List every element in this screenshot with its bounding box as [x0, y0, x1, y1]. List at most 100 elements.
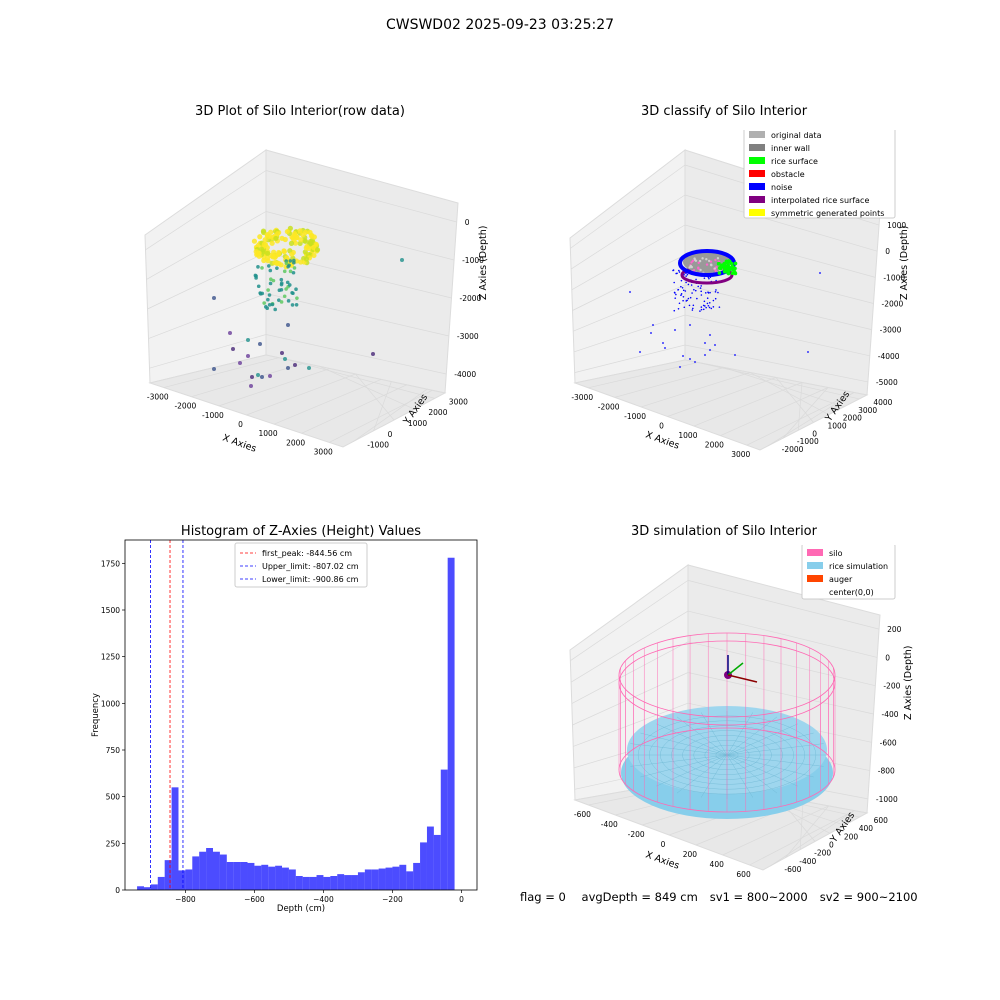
noise-point — [714, 297, 717, 300]
histogram-bar — [330, 876, 338, 890]
x-tick-label: 3000 — [314, 447, 333, 456]
noise-point — [692, 307, 694, 310]
rice-mesh — [726, 716, 778, 756]
grid-x — [667, 377, 777, 417]
y-tick-label: -200 — [814, 849, 831, 858]
noise-point — [678, 271, 681, 273]
noise-point — [704, 342, 706, 344]
noise-point — [691, 309, 694, 311]
grid-x — [301, 384, 407, 434]
grid-z — [147, 252, 267, 310]
noise-point — [683, 306, 686, 309]
rice-mesh — [726, 754, 754, 798]
scatter-point — [303, 256, 310, 262]
scatter-point — [258, 246, 265, 252]
z-tick-label: -4000 — [878, 352, 900, 361]
noise-point — [682, 355, 684, 357]
y-tick-label: -1000 — [797, 437, 819, 446]
x-tick-label: 0 — [659, 422, 664, 431]
histogram-bar — [213, 851, 220, 890]
scatter-point — [269, 240, 275, 246]
x-tick-label: 1000 — [259, 429, 278, 438]
p4-x-ticks: -600 -400 -200 0 200 400 600 — [574, 810, 751, 879]
scatter-point — [279, 281, 284, 285]
original-point — [699, 268, 702, 272]
scatter-point — [260, 266, 264, 270]
footer-sv1: sv1 = 800~2000 — [709, 890, 808, 904]
x-tick-label: 1000 — [678, 431, 697, 440]
scatter-point — [268, 268, 273, 273]
y-tick-label: 0 — [115, 886, 120, 895]
y-tick-label: 3000 — [858, 406, 877, 415]
panel4-title: 3D simulation of Silo Interior — [631, 524, 817, 539]
noise-point — [704, 305, 706, 307]
scatter-point — [253, 273, 258, 278]
grid-x — [191, 362, 305, 398]
scatter-point — [250, 375, 254, 379]
p2-legend: original data inner wall rice surface obsta… — [743, 130, 896, 219]
z-tick-label: -5000 — [876, 378, 898, 387]
noise-point — [685, 275, 687, 277]
rice-surface-point — [723, 267, 728, 272]
p3-legend: first_peak: -844.56 cm Upper_limit: -807.… — [234, 542, 368, 588]
rice-mesh — [726, 712, 754, 756]
scatter-point — [228, 331, 232, 335]
scatter-point — [266, 288, 270, 292]
scatter-point — [286, 299, 291, 303]
scatter-point — [295, 296, 299, 300]
scatter-point — [311, 234, 317, 240]
panel3-histogram: −800 −600 −400 −200 0 0 250 500 750 1000 1250 1500… — [91, 539, 478, 914]
y-tick-label: 250 — [106, 839, 121, 848]
noise-point — [694, 361, 696, 363]
legend-swatch — [807, 575, 823, 582]
noise-point — [693, 288, 695, 291]
grid-x — [218, 368, 331, 407]
noise-point — [700, 308, 703, 311]
scatter-point — [290, 290, 294, 295]
noise-point — [675, 293, 677, 296]
histogram-bar — [426, 826, 434, 890]
scatter-point — [282, 269, 287, 274]
grid-z — [573, 314, 686, 353]
original-point — [698, 259, 702, 263]
scatter-point — [253, 248, 259, 255]
noise-point — [689, 296, 692, 299]
z-tick-label: 200 — [887, 625, 902, 634]
noise-point — [673, 309, 676, 312]
histogram-bar — [385, 867, 393, 890]
grid-z — [572, 254, 686, 311]
scatter-point — [292, 260, 296, 265]
rice-mesh — [726, 754, 778, 794]
noise-point — [707, 304, 710, 307]
scatter-point — [300, 232, 306, 238]
histogram-bar — [302, 876, 310, 890]
noise-point — [807, 351, 809, 353]
y-tick-label: 400 — [859, 824, 874, 833]
rice-surface-point — [727, 259, 731, 263]
scatter-point — [294, 302, 299, 307]
original-point — [715, 266, 718, 269]
scatter-point — [256, 265, 260, 269]
noise-point — [706, 297, 709, 300]
z-tick-label: -3000 — [457, 332, 479, 341]
rice-mesh — [700, 754, 728, 798]
scatter-point — [307, 366, 311, 370]
scatter-point — [273, 307, 278, 312]
noise-point — [699, 287, 702, 289]
noise-point — [678, 269, 680, 272]
original-point — [693, 258, 697, 262]
panel1-title: 3D Plot of Silo Interior(row data) — [195, 104, 405, 119]
z-tick-label: -200 — [883, 682, 900, 691]
scatter-point — [302, 249, 308, 255]
histogram-bar — [233, 862, 241, 890]
p2-zlabel: Z Axies (Depth) — [899, 226, 910, 300]
p1-x-ticks: -3000 -2000 -1000 0 1000 2000 3000 — [147, 393, 333, 457]
scatter-point — [249, 384, 253, 388]
grid-z — [684, 194, 878, 252]
scatter-point — [282, 236, 288, 243]
noise-point — [662, 342, 664, 344]
rice-surface-point — [717, 271, 722, 275]
original-point — [701, 257, 704, 260]
grid-x — [693, 382, 803, 427]
